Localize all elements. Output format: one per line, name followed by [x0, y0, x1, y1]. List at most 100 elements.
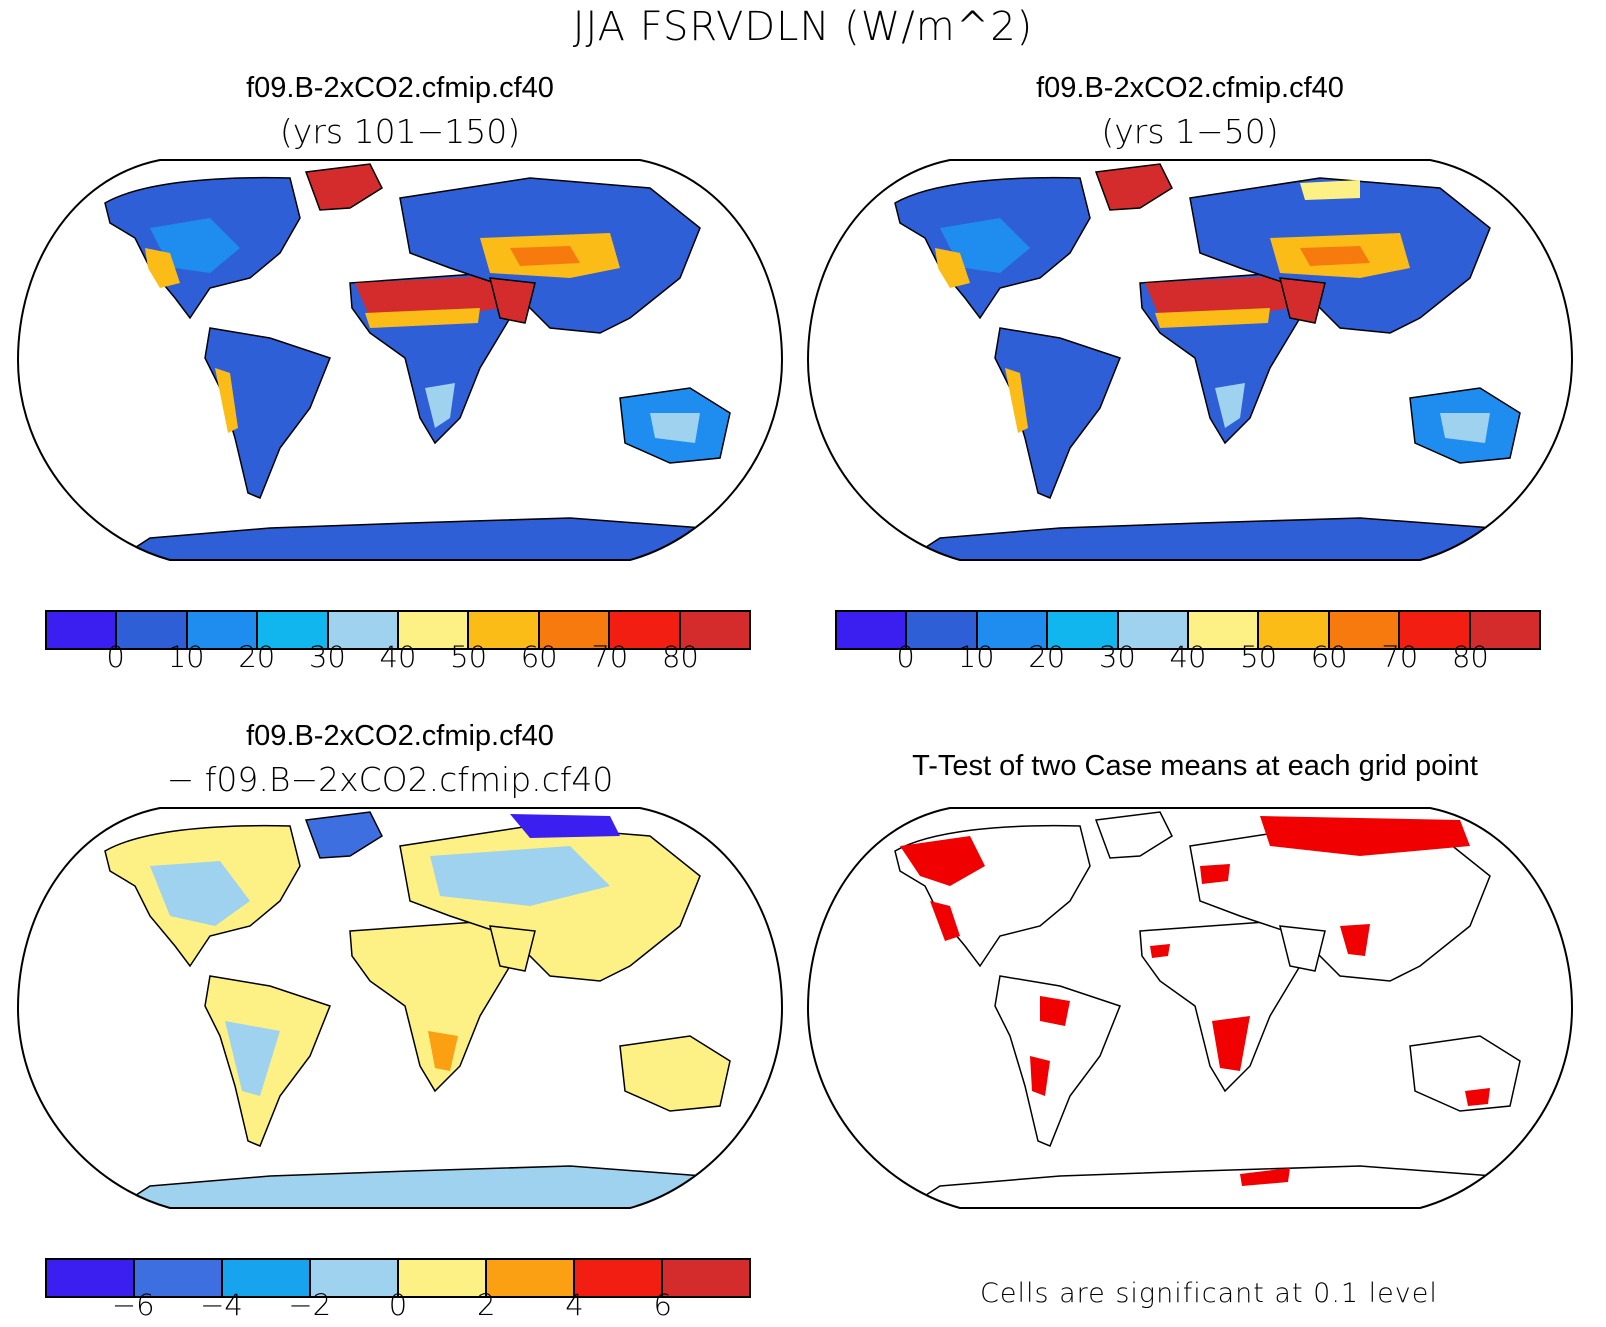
map-bottom-left [16, 807, 784, 1209]
colorbar-tick-label: 0 [388, 1288, 408, 1322]
colorbar-swatch [399, 1260, 487, 1296]
land-antarctica [107, 1165, 773, 1208]
colorbar-swatch [1118, 612, 1190, 648]
land-north-america-interior [940, 218, 1030, 273]
land-arabia [1279, 925, 1326, 972]
map-outline [16, 159, 784, 561]
colorbar-swatch [539, 612, 611, 648]
map-outline [806, 807, 1574, 1209]
colorbar-swatch [223, 1260, 311, 1296]
colorbar-swatch [47, 612, 118, 648]
land-africa-warm [428, 1031, 458, 1071]
significant-cells-australia [1465, 1088, 1490, 1106]
colorbar-swatch [1259, 612, 1330, 648]
colorbar-swatch [258, 612, 329, 648]
land-sahara [1145, 276, 1290, 318]
colorbar-tick-label: 6 [653, 1288, 672, 1322]
colorbar-tick-label: 30 [308, 640, 346, 674]
land-south-america-cool [225, 1021, 280, 1096]
panel-subtitle-top-right: (yrs 1−50) [1101, 112, 1279, 151]
colorbar-swatch [610, 612, 681, 648]
land-antarctica [897, 1165, 1563, 1208]
colorbar-top-right [835, 610, 1541, 650]
land-south-america [204, 327, 331, 499]
land-north-america-southwest [145, 248, 180, 288]
significance-note: Cells are significant at 0.1 level [980, 1278, 1438, 1309]
panel-title-top-left: f09.B-2xCO2.cfmip.cf40 [246, 72, 554, 104]
colorbar-tick-label: 10 [167, 640, 205, 674]
land-greenland [1094, 163, 1173, 211]
land-southern-africa [1215, 383, 1245, 428]
colorbar-swatch [311, 1260, 399, 1296]
figure-title: JJA FSRVDLN (W/m^2) [572, 4, 1034, 50]
colorbar-swatch [1189, 612, 1260, 648]
colorbar-tick-label: 80 [1451, 640, 1489, 674]
land-australia-interior [650, 413, 700, 443]
colorbar-swatch [469, 612, 540, 648]
colorbar-tick-label: 40 [379, 640, 417, 674]
significant-cells-south-america [1030, 996, 1070, 1096]
colorbar-tick-label: 2 [477, 1288, 496, 1322]
land-arabia [489, 277, 536, 324]
colorbar-tick-label: −4 [200, 1288, 243, 1322]
panel-title-top-right: f09.B-2xCO2.cfmip.cf40 [1036, 72, 1344, 104]
land-australia-interior [1440, 413, 1490, 443]
land-tibet-hot [1300, 246, 1370, 266]
significant-cells-north-america [900, 836, 985, 941]
map-outline [806, 159, 1574, 561]
colorbar-tick-label: 30 [1098, 640, 1136, 674]
colorbar-tick-label: 50 [450, 640, 488, 674]
map-bottom-right [806, 807, 1574, 1209]
land-siberia-cold [510, 814, 620, 838]
colorbar-tick-label: 0 [896, 640, 915, 674]
colorbar-tick-label: 80 [661, 640, 699, 674]
colorbar-tick-label: 70 [591, 640, 629, 674]
colorbar-swatch [1470, 612, 1540, 648]
colorbar-tick-label: 0 [106, 640, 125, 674]
colorbar-swatch [135, 1260, 223, 1296]
colorbar-swatch [575, 1260, 663, 1296]
colorbar-swatch [837, 612, 908, 648]
land-australia [619, 1035, 731, 1112]
colorbar-bottom-left [45, 1258, 751, 1298]
colorbar-swatch [680, 612, 750, 648]
colorbar-tick-label: −2 [288, 1288, 332, 1322]
land-south-america-andes [215, 368, 238, 433]
land-north-america-interior [150, 218, 240, 273]
panel-title-bottom-left: f09.B-2xCO2.cfmip.cf40 [246, 720, 554, 752]
land-antarctica [897, 517, 1563, 560]
colorbar-swatch [907, 612, 978, 648]
map-top-left [16, 159, 784, 561]
land-eurasia-cool [430, 846, 610, 906]
panel-title-bottom-right: T-Test of two Case means at each grid po… [912, 750, 1478, 782]
panel-subtitle-bottom-left: − f09.B−2xCO2.cfmip.cf40 [166, 760, 614, 799]
colorbar-tick-label: 20 [238, 640, 276, 674]
map-outline [16, 807, 784, 1209]
land-south-america-andes [1005, 368, 1028, 433]
land-south-america [994, 327, 1121, 499]
land-australia [1409, 1035, 1521, 1112]
colorbar-swatch [187, 612, 259, 648]
land-sahel [365, 308, 480, 328]
colorbar-tick-label: 40 [1169, 640, 1207, 674]
land-siberia-warm [1300, 180, 1360, 200]
land-southern-africa [425, 383, 455, 428]
colorbar-tick-label: 60 [520, 640, 558, 674]
colorbar-swatch [328, 612, 400, 648]
significant-cells-eurasia [1200, 816, 1470, 956]
colorbar-swatch [663, 1260, 749, 1296]
panel-subtitle-top-left: (yrs 101−150) [279, 112, 521, 151]
map-top-right [806, 159, 1574, 561]
colorbar-tick-label: 70 [1381, 640, 1419, 674]
significant-cells-africa [1150, 944, 1250, 1071]
land-sahara [355, 276, 500, 318]
colorbar-swatch [1329, 612, 1401, 648]
colorbar-swatch [399, 612, 470, 648]
colorbar-swatch [487, 1260, 575, 1296]
land-north-america-cool [150, 861, 250, 926]
colorbar-tick-label: 10 [957, 640, 995, 674]
land-sahel [1155, 308, 1270, 328]
colorbar-swatch [1048, 612, 1119, 648]
colorbar-tick-label: 50 [1240, 640, 1278, 674]
significant-cells-antarctica [1240, 1168, 1290, 1186]
